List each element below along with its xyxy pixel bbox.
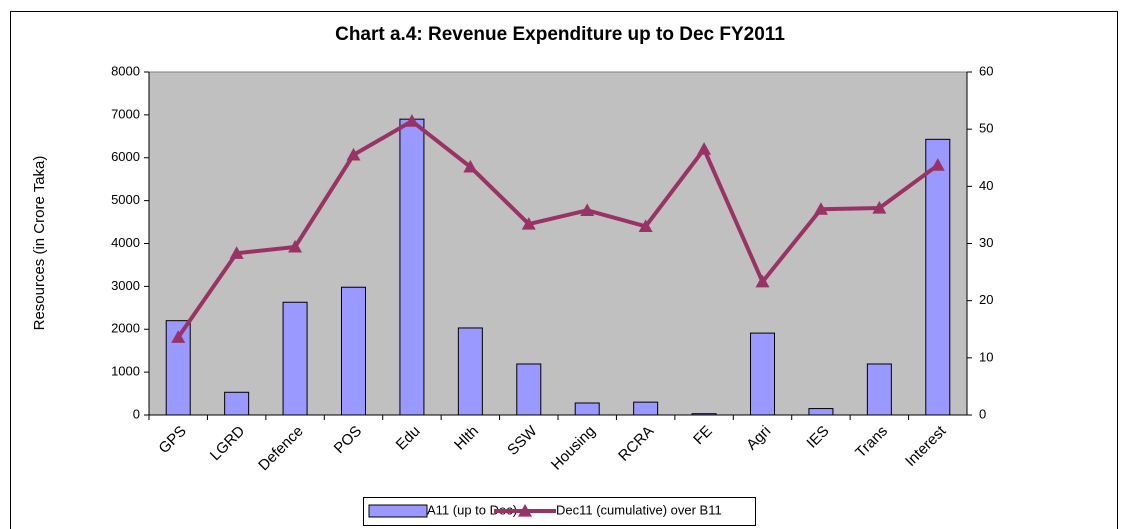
legend-label: Dec11 (cumulative) over B11 <box>556 502 722 517</box>
y2-tick-label: 30 <box>979 235 993 250</box>
y-tick-label: 4000 <box>111 235 140 250</box>
y-tick-label: 7000 <box>111 106 140 121</box>
line-marker <box>580 203 595 216</box>
line-marker <box>463 159 478 173</box>
line-marker <box>404 114 419 127</box>
y2-tick-label: 50 <box>979 121 993 136</box>
bar <box>457 327 483 416</box>
line-marker <box>872 201 887 214</box>
legend-label: A11 (up to Dec) <box>427 502 517 517</box>
line-marker <box>346 147 361 161</box>
bar <box>224 391 250 416</box>
line-marker <box>229 246 244 259</box>
bar <box>574 402 600 416</box>
bar <box>925 138 951 416</box>
legend-box <box>363 497 756 526</box>
y-tick-label: 6000 <box>111 149 140 164</box>
line-marker <box>813 202 828 215</box>
bar <box>691 413 717 416</box>
y2-tick-label: 40 <box>979 178 993 193</box>
legend-marker <box>518 504 532 517</box>
legend-swatch <box>368 504 428 518</box>
plot-area <box>148 71 968 416</box>
bar <box>633 401 659 416</box>
line <box>176 118 939 339</box>
y-tick-label: 8000 <box>111 63 140 78</box>
y-tick-label: 2000 <box>111 321 140 336</box>
y2-tick-label: 60 <box>979 63 993 78</box>
line-marker <box>930 158 945 171</box>
line-marker <box>288 239 303 253</box>
y2-tick-label: 0 <box>979 406 986 421</box>
y2-tick-label: 20 <box>979 292 993 307</box>
y-tick-label: 0 <box>133 406 140 421</box>
line-marker <box>755 274 770 288</box>
bar <box>399 118 425 416</box>
line-marker <box>638 219 653 232</box>
bar <box>341 286 366 416</box>
y-tick-label: 1000 <box>111 364 140 379</box>
line-marker <box>697 142 712 155</box>
bar <box>282 301 308 416</box>
y-tick-label: 3000 <box>111 278 140 293</box>
bar <box>808 408 834 416</box>
y2-tick-label: 10 <box>979 349 993 364</box>
bar <box>750 332 775 416</box>
chart-title: Chart a.4: Revenue Expenditure up to Dec… <box>335 24 785 45</box>
bar <box>866 363 892 416</box>
line-marker <box>171 330 186 343</box>
y-axis-label: Resources (in Crore Taka) <box>31 156 48 331</box>
bar <box>516 363 542 416</box>
line-marker <box>521 217 536 230</box>
y-tick-label: 5000 <box>111 192 140 207</box>
